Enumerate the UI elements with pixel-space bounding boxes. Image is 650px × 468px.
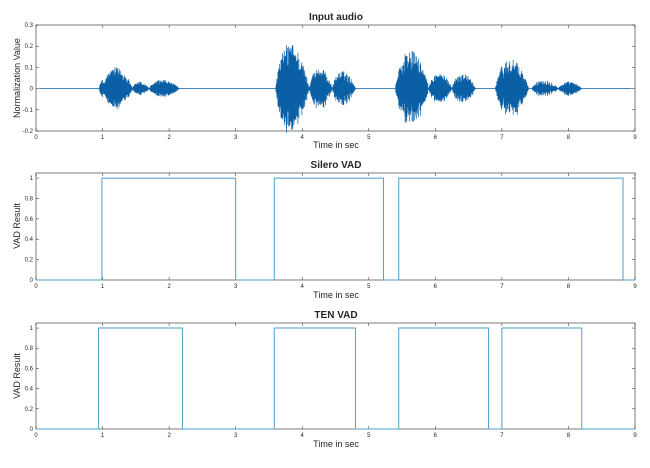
waveform-burst xyxy=(395,50,429,123)
panel-input-audio: Input audio 0 1 2 3 4 5 6 7 8 9 -0.2 -0.1 0 0.1 0.2 0.… xyxy=(12,12,637,150)
waveform-burst xyxy=(102,67,133,110)
x-tick-label: 2 xyxy=(167,284,171,290)
y-tick-label: -0.1 xyxy=(23,108,34,114)
panel-title-silero-vad: Silero VAD xyxy=(311,160,362,171)
x-tick-label: 3 xyxy=(234,135,238,141)
y-tick-label: 0.3 xyxy=(25,23,34,29)
x-tick-label: 7 xyxy=(500,135,504,141)
y-tick-label: 0.8 xyxy=(25,346,34,352)
silero-vad-series xyxy=(36,177,635,281)
y-axis-label-silero-vad: VAD Result xyxy=(12,203,22,249)
x-tick-label: 9 xyxy=(633,135,637,141)
x-tick-label: 6 xyxy=(434,284,438,290)
y-tick-label: -0.2 xyxy=(23,129,34,135)
y-tick-label: 0.6 xyxy=(25,217,34,223)
x-tick-label: 0 xyxy=(34,135,38,141)
x-axis-label-silero-vad: Time in sec xyxy=(313,290,359,300)
x-tick-label: 2 xyxy=(167,135,171,141)
x-tick-label: 3 xyxy=(234,284,238,290)
x-tick-label: 9 xyxy=(633,284,637,290)
x-tick-label: 5 xyxy=(367,433,371,439)
waveform-burst xyxy=(132,81,150,95)
panel-ten-vad: TEN VAD 0 1 2 3 4 5 6 7 8 9 0 0.2 0.4 0.6 0.8 1 Time i… xyxy=(12,310,637,449)
y-tick-label: 0.2 xyxy=(25,44,34,50)
xticks-input-audio: 0 1 2 3 4 5 6 7 8 9 xyxy=(34,25,637,141)
y-tick-label: 0 xyxy=(30,278,34,284)
y-axis-label-input-audio: Normalization Value xyxy=(12,38,22,118)
x-tick-label: 1 xyxy=(101,135,105,141)
x-tick-label: 8 xyxy=(567,284,571,290)
y-tick-label: 1 xyxy=(30,326,34,332)
y-tick-label: 0.1 xyxy=(25,65,34,71)
xticks-ten-vad: 0 1 2 3 4 5 6 7 8 9 xyxy=(34,323,637,439)
waveform-burst xyxy=(451,74,476,103)
x-tick-label: 1 xyxy=(101,284,105,290)
waveform-burst xyxy=(428,73,452,102)
y-tick-label: 0.2 xyxy=(25,407,34,413)
x-tick-label: 3 xyxy=(234,433,238,439)
y-tick-label: 0.2 xyxy=(25,258,34,264)
panel-title-input-audio: Input audio xyxy=(309,12,363,23)
waveform-burst xyxy=(558,81,582,96)
x-axis-label-input-audio: Time in sec xyxy=(313,140,359,150)
xticks-silero-vad: 0 1 2 3 4 5 6 7 8 9 xyxy=(34,173,637,290)
x-tick-label: 9 xyxy=(633,433,637,439)
x-tick-label: 4 xyxy=(301,135,305,141)
waveform-burst xyxy=(275,45,309,133)
y-tick-label: 1 xyxy=(30,176,34,182)
x-tick-label: 8 xyxy=(567,135,571,141)
vad-step-line xyxy=(36,177,635,281)
x-tick-label: 0 xyxy=(34,284,38,290)
x-tick-label: 4 xyxy=(301,284,305,290)
x-tick-label: 6 xyxy=(434,135,438,141)
x-tick-label: 2 xyxy=(167,433,171,439)
x-tick-label: 1 xyxy=(101,433,105,439)
x-tick-label: 8 xyxy=(567,433,571,439)
ten-vad-series xyxy=(36,327,635,430)
y-tick-label: 0.8 xyxy=(25,196,34,202)
x-tick-label: 4 xyxy=(301,433,305,439)
panel-title-ten-vad: TEN VAD xyxy=(314,310,357,321)
y-tick-label: 0.4 xyxy=(25,387,34,393)
y-tick-label: 0 xyxy=(30,87,34,93)
plot-area-silero-vad xyxy=(35,172,636,281)
x-axis-label-ten-vad: Time in sec xyxy=(313,439,359,449)
y-axis-label-ten-vad: VAD Result xyxy=(12,353,22,399)
x-tick-label: 0 xyxy=(34,433,38,439)
x-tick-label: 7 xyxy=(500,433,504,439)
waveform-burst xyxy=(332,71,356,105)
yticks-silero-vad: 0 0.2 0.4 0.6 0.8 1 xyxy=(25,176,635,284)
y-tick-label: 0.4 xyxy=(25,237,34,243)
y-tick-label: 0.6 xyxy=(25,366,34,372)
waveform-burst xyxy=(308,69,333,108)
waveform-series xyxy=(39,45,632,133)
x-tick-label: 6 xyxy=(434,433,438,439)
panel-silero-vad: Silero VAD 0 1 2 3 4 5 6 7 8 9 0 0.2 0.4 0.6 0.8 1 Tim… xyxy=(12,160,637,300)
y-tick-label: 0 xyxy=(30,427,34,433)
x-tick-label: 7 xyxy=(500,284,504,290)
plot-area-ten-vad xyxy=(35,322,636,430)
waveform-burst xyxy=(495,59,529,115)
x-tick-label: 5 xyxy=(367,135,371,141)
yticks-input-audio: -0.2 -0.1 0 0.1 0.2 0.3 xyxy=(23,23,635,135)
vad-step-line xyxy=(36,327,635,430)
waveform-burst xyxy=(531,80,559,97)
x-tick-label: 5 xyxy=(367,284,371,290)
waveform-burst xyxy=(149,80,180,97)
